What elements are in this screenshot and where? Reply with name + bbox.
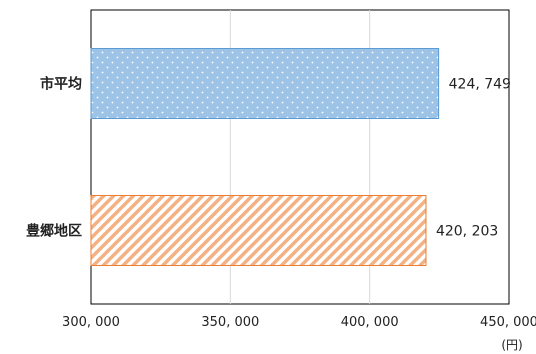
plot-area: 300, 000 350, 000 400, 000 450, 000 市平均 424, … [26,9,536,331]
data-label: 424, 749 [449,77,511,93]
data-label: 420, 203 [436,224,498,240]
bar [90,195,427,266]
x-tick-label: 450, 000 [480,315,536,330]
bars [90,48,440,266]
x-tick-label: 400, 000 [341,315,399,330]
x-unit-label: (円) [501,338,522,352]
bar [90,48,440,119]
category-label: 市平均 [40,76,82,93]
x-tick-label: 300, 000 [62,315,120,330]
x-tick-label: 350, 000 [201,315,259,330]
plot-frame [90,9,510,305]
labels: 300, 000 350, 000 400, 000 450, 000 市平均 424, … [26,76,536,331]
category-label: 豊郷地区 [26,223,82,240]
